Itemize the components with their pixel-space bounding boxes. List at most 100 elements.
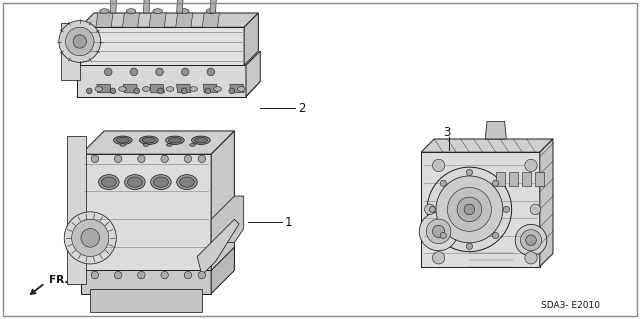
Circle shape [156, 68, 163, 76]
Circle shape [492, 233, 499, 239]
Circle shape [181, 88, 187, 94]
Circle shape [440, 233, 446, 239]
Ellipse shape [166, 87, 174, 91]
Text: 3: 3 [443, 125, 451, 138]
Polygon shape [202, 13, 220, 27]
Ellipse shape [168, 137, 181, 143]
Polygon shape [496, 172, 504, 186]
Polygon shape [90, 289, 202, 312]
Circle shape [86, 88, 92, 94]
Circle shape [73, 35, 86, 48]
Polygon shape [211, 196, 244, 242]
Ellipse shape [120, 144, 125, 146]
Ellipse shape [153, 9, 163, 13]
Ellipse shape [143, 144, 149, 146]
Polygon shape [110, 0, 116, 13]
Circle shape [115, 271, 122, 279]
Polygon shape [61, 23, 80, 79]
Ellipse shape [101, 177, 116, 187]
Circle shape [205, 88, 211, 94]
Polygon shape [77, 81, 260, 97]
Polygon shape [177, 0, 183, 13]
Polygon shape [80, 27, 244, 65]
Polygon shape [149, 13, 166, 27]
Polygon shape [204, 84, 218, 93]
Ellipse shape [116, 137, 129, 143]
Circle shape [59, 21, 100, 63]
Ellipse shape [237, 87, 245, 91]
Circle shape [525, 252, 537, 264]
Text: SDA3- E2010: SDA3- E2010 [541, 301, 600, 310]
Circle shape [464, 204, 475, 215]
Circle shape [91, 155, 99, 163]
Circle shape [181, 68, 189, 76]
Circle shape [184, 271, 191, 279]
Circle shape [104, 68, 112, 76]
Polygon shape [421, 139, 553, 152]
Circle shape [424, 204, 435, 215]
Polygon shape [67, 136, 86, 285]
Polygon shape [97, 84, 111, 93]
Circle shape [81, 229, 100, 247]
Polygon shape [211, 131, 234, 285]
Circle shape [433, 252, 445, 264]
Text: 2: 2 [298, 101, 305, 115]
Ellipse shape [126, 9, 136, 13]
Circle shape [198, 155, 205, 163]
Circle shape [130, 68, 138, 76]
Polygon shape [96, 13, 113, 27]
Circle shape [161, 155, 168, 163]
Circle shape [530, 204, 541, 215]
Polygon shape [210, 0, 216, 13]
Circle shape [115, 155, 122, 163]
Circle shape [440, 180, 446, 186]
Circle shape [427, 167, 511, 252]
Circle shape [419, 212, 458, 251]
Circle shape [65, 27, 94, 56]
Polygon shape [81, 131, 234, 154]
Circle shape [229, 88, 235, 94]
Ellipse shape [125, 175, 145, 189]
Polygon shape [122, 13, 140, 27]
Ellipse shape [166, 144, 172, 146]
Ellipse shape [177, 175, 197, 189]
Polygon shape [421, 152, 540, 267]
Ellipse shape [143, 87, 150, 91]
Polygon shape [143, 0, 150, 13]
Circle shape [426, 219, 451, 244]
Polygon shape [150, 84, 164, 93]
Circle shape [91, 271, 99, 279]
Text: FR.: FR. [49, 275, 68, 285]
Circle shape [429, 206, 435, 212]
Ellipse shape [179, 9, 189, 13]
Polygon shape [81, 154, 211, 285]
Ellipse shape [99, 175, 119, 189]
Ellipse shape [100, 9, 109, 13]
Polygon shape [246, 51, 260, 97]
Ellipse shape [142, 137, 156, 143]
Ellipse shape [190, 144, 195, 146]
Circle shape [433, 159, 445, 172]
Polygon shape [230, 84, 244, 93]
Circle shape [138, 271, 145, 279]
Polygon shape [211, 247, 234, 294]
Polygon shape [177, 84, 191, 93]
Polygon shape [244, 13, 259, 65]
Ellipse shape [190, 87, 198, 91]
Circle shape [161, 271, 168, 279]
Circle shape [492, 180, 499, 186]
Polygon shape [124, 84, 138, 93]
Circle shape [433, 225, 445, 238]
Ellipse shape [95, 87, 102, 91]
Polygon shape [536, 172, 544, 186]
Circle shape [515, 224, 547, 256]
Circle shape [207, 68, 214, 76]
Ellipse shape [127, 177, 142, 187]
Circle shape [134, 88, 140, 94]
Ellipse shape [166, 136, 184, 145]
Ellipse shape [191, 136, 210, 145]
Ellipse shape [113, 136, 132, 145]
Circle shape [72, 219, 109, 256]
Polygon shape [522, 172, 531, 186]
Text: 1: 1 [285, 216, 292, 228]
